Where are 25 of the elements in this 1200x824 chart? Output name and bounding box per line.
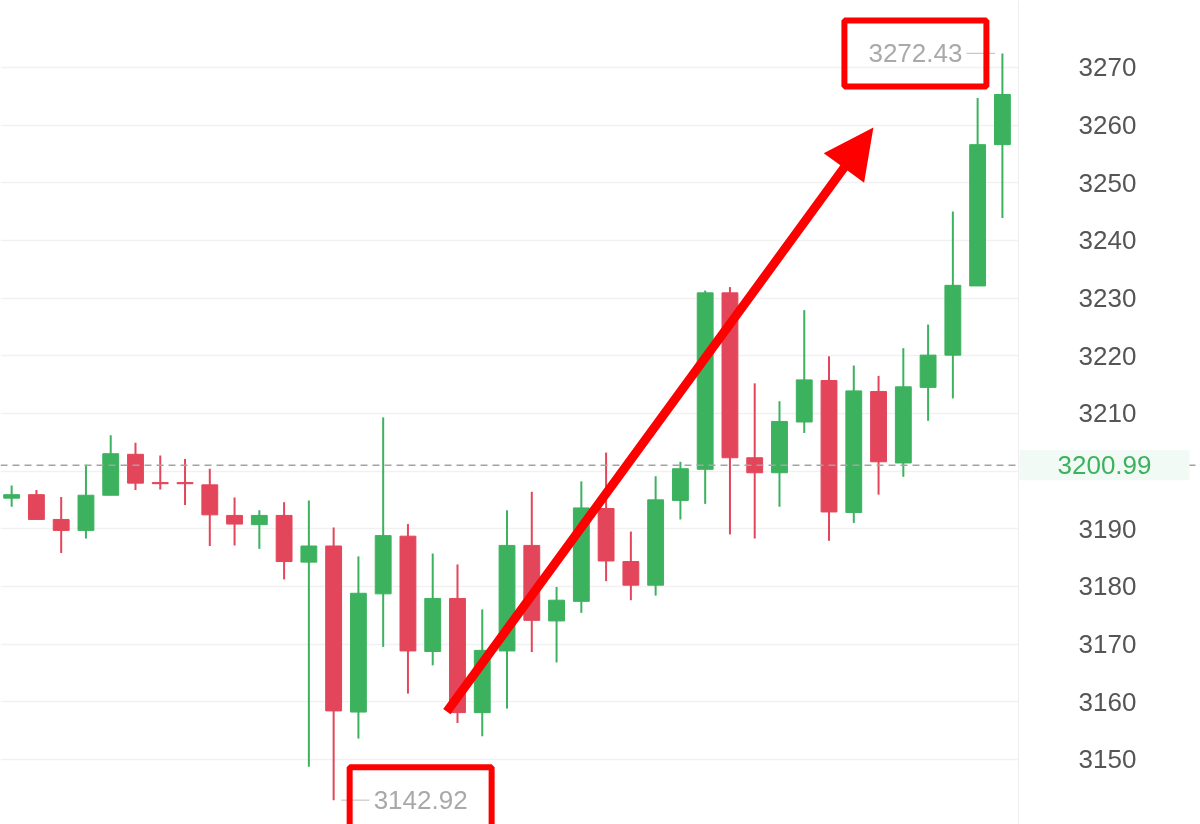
y-tick-label: 3210 <box>1078 398 1137 429</box>
candlestick <box>300 499 318 768</box>
y-tick-label: 3270 <box>1078 52 1137 83</box>
y-tick-label: 3190 <box>1078 513 1137 544</box>
y-tick-label: 3150 <box>1078 744 1137 775</box>
candlestick <box>226 496 243 547</box>
candlestick <box>151 454 169 491</box>
y-tick-label: 3250 <box>1078 167 1137 198</box>
y-tick-label: 3160 <box>1078 686 1137 717</box>
y-tick-label: 3260 <box>1078 110 1137 141</box>
candlestick <box>622 530 640 602</box>
y-tick-label: 3240 <box>1078 225 1137 256</box>
y-tick-label: 3230 <box>1078 283 1137 314</box>
candlestick <box>176 457 194 507</box>
candlestick <box>746 382 764 540</box>
annotation: 3142.92 <box>373 785 468 816</box>
candlestick <box>548 585 565 664</box>
y-tick-label: 3170 <box>1078 629 1137 660</box>
y-tick-label: 3220 <box>1078 340 1137 371</box>
candlestick <box>250 509 268 550</box>
candlestick <box>3 484 21 508</box>
ref-line-label: 3200.99 <box>1057 450 1152 481</box>
annotation: 3272.43 <box>868 38 963 69</box>
y-tick-label: 3180 <box>1078 571 1137 602</box>
candlestick <box>52 495 70 554</box>
